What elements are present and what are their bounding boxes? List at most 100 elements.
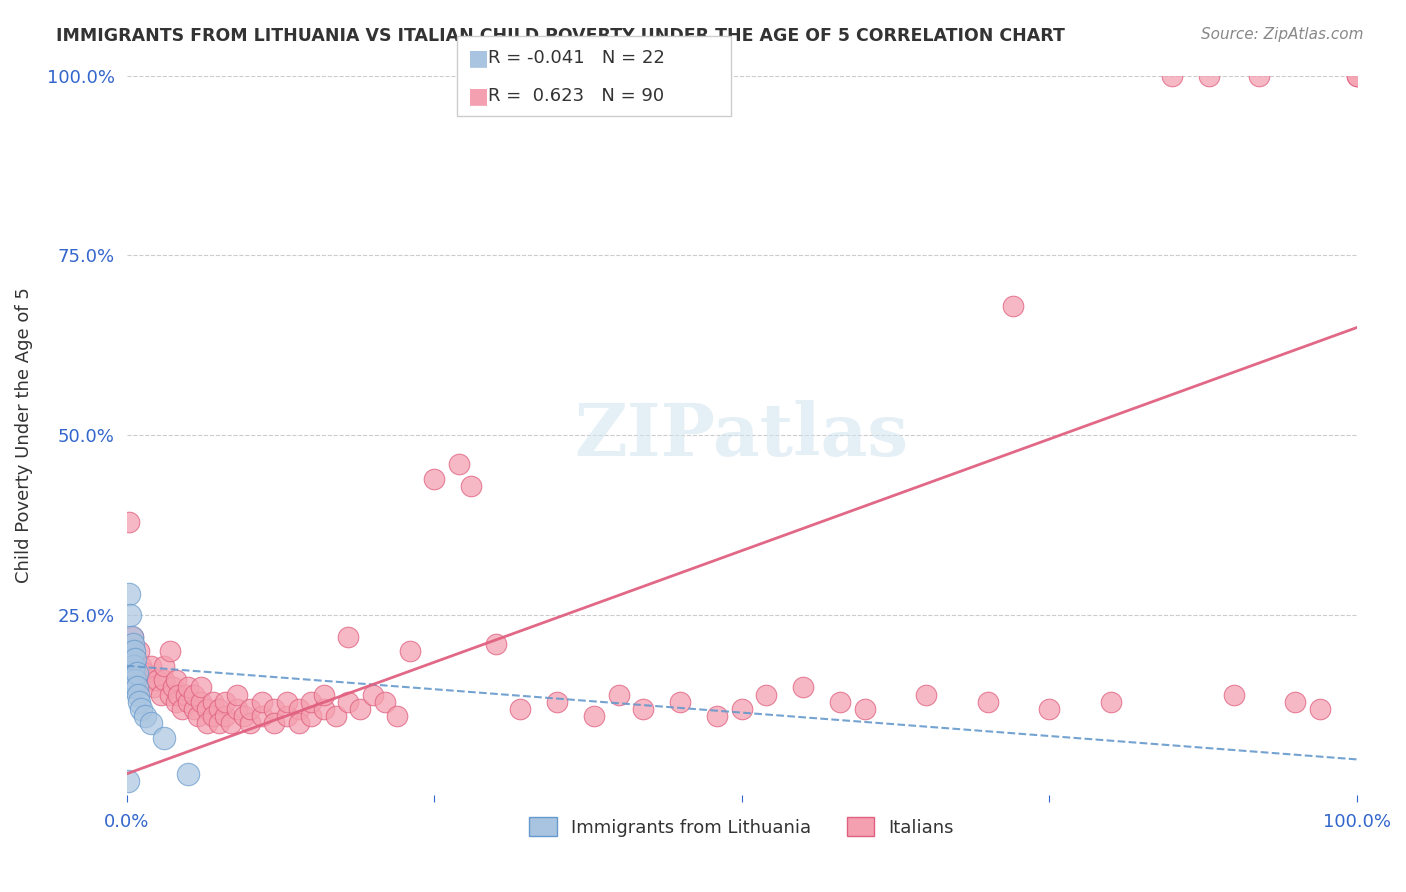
Point bbox=[142, 681, 165, 695]
Point bbox=[1309, 702, 1331, 716]
Y-axis label: Child Poverty Under the Age of 5: Child Poverty Under the Age of 5 bbox=[15, 287, 32, 583]
Point bbox=[1198, 69, 1220, 83]
Point bbox=[755, 688, 778, 702]
Point bbox=[312, 702, 335, 716]
Point bbox=[250, 709, 273, 723]
Point bbox=[195, 702, 218, 716]
Point bbox=[208, 716, 231, 731]
Point bbox=[208, 702, 231, 716]
Point bbox=[134, 709, 156, 723]
Point bbox=[633, 702, 655, 716]
Point bbox=[183, 688, 205, 702]
Point bbox=[190, 681, 212, 695]
Legend: Immigrants from Lithuania, Italians: Immigrants from Lithuania, Italians bbox=[522, 810, 962, 844]
Point bbox=[138, 673, 160, 688]
Point bbox=[122, 658, 145, 673]
Point bbox=[1346, 69, 1368, 83]
Point bbox=[312, 688, 335, 702]
Point bbox=[226, 702, 249, 716]
Point bbox=[398, 644, 420, 658]
Point bbox=[349, 702, 371, 716]
Point bbox=[276, 695, 298, 709]
Point bbox=[118, 515, 141, 529]
Point bbox=[121, 666, 143, 681]
Point bbox=[214, 709, 236, 723]
Point bbox=[141, 716, 163, 731]
Point bbox=[131, 658, 153, 673]
Point bbox=[152, 673, 174, 688]
Point bbox=[195, 716, 218, 731]
Point bbox=[120, 608, 142, 623]
Point bbox=[159, 644, 181, 658]
Text: R = -0.041   N = 22: R = -0.041 N = 22 bbox=[488, 49, 665, 67]
Text: IMMIGRANTS FROM LITHUANIA VS ITALIAN CHILD POVERTY UNDER THE AGE OF 5 CORRELATIO: IMMIGRANTS FROM LITHUANIA VS ITALIAN CHI… bbox=[56, 27, 1066, 45]
Point bbox=[263, 702, 285, 716]
Point bbox=[977, 695, 1000, 709]
Point bbox=[361, 688, 384, 702]
Point bbox=[830, 695, 852, 709]
Point bbox=[183, 702, 205, 716]
Point bbox=[165, 695, 187, 709]
Point bbox=[485, 637, 508, 651]
Point bbox=[165, 673, 187, 688]
Point bbox=[1346, 69, 1368, 83]
Point bbox=[150, 688, 173, 702]
Point bbox=[387, 709, 409, 723]
Point bbox=[607, 688, 630, 702]
Point bbox=[288, 702, 311, 716]
Text: ■: ■ bbox=[468, 48, 489, 68]
Point bbox=[337, 630, 360, 644]
Point bbox=[167, 688, 190, 702]
Point bbox=[263, 716, 285, 731]
Point bbox=[299, 709, 322, 723]
Point bbox=[121, 630, 143, 644]
Point bbox=[509, 702, 531, 716]
Point bbox=[374, 695, 396, 709]
Point bbox=[669, 695, 692, 709]
Point bbox=[177, 695, 200, 709]
Point bbox=[706, 709, 728, 723]
Point bbox=[128, 644, 150, 658]
Point bbox=[250, 695, 273, 709]
Point bbox=[915, 688, 938, 702]
Point bbox=[190, 695, 212, 709]
Point bbox=[232, 709, 254, 723]
Point bbox=[121, 637, 143, 651]
Text: ZIPatlas: ZIPatlas bbox=[575, 400, 908, 471]
Point bbox=[1099, 695, 1122, 709]
Point bbox=[792, 681, 814, 695]
Point bbox=[276, 709, 298, 723]
Point bbox=[546, 695, 568, 709]
Point bbox=[121, 651, 143, 665]
Point bbox=[583, 709, 606, 723]
Point bbox=[120, 644, 142, 658]
Text: R =  0.623   N = 90: R = 0.623 N = 90 bbox=[488, 87, 664, 105]
Point bbox=[288, 716, 311, 731]
Point bbox=[170, 702, 193, 716]
Point bbox=[124, 651, 146, 665]
Point bbox=[131, 702, 153, 716]
Point bbox=[299, 695, 322, 709]
Point bbox=[219, 716, 242, 731]
Point bbox=[125, 666, 148, 681]
Point bbox=[1247, 69, 1270, 83]
Point bbox=[226, 688, 249, 702]
Point bbox=[1038, 702, 1060, 716]
Point bbox=[177, 766, 200, 780]
Point bbox=[853, 702, 876, 716]
Point bbox=[1223, 688, 1246, 702]
Point bbox=[146, 673, 169, 688]
Point bbox=[159, 688, 181, 702]
Point bbox=[125, 681, 148, 695]
Text: Source: ZipAtlas.com: Source: ZipAtlas.com bbox=[1201, 27, 1364, 42]
Point bbox=[162, 681, 184, 695]
Point bbox=[201, 695, 224, 709]
Point bbox=[337, 695, 360, 709]
Point bbox=[117, 774, 139, 789]
Point bbox=[141, 658, 163, 673]
Point bbox=[423, 472, 446, 486]
Point bbox=[177, 681, 200, 695]
Point bbox=[152, 658, 174, 673]
Point bbox=[174, 688, 197, 702]
Point bbox=[460, 479, 482, 493]
